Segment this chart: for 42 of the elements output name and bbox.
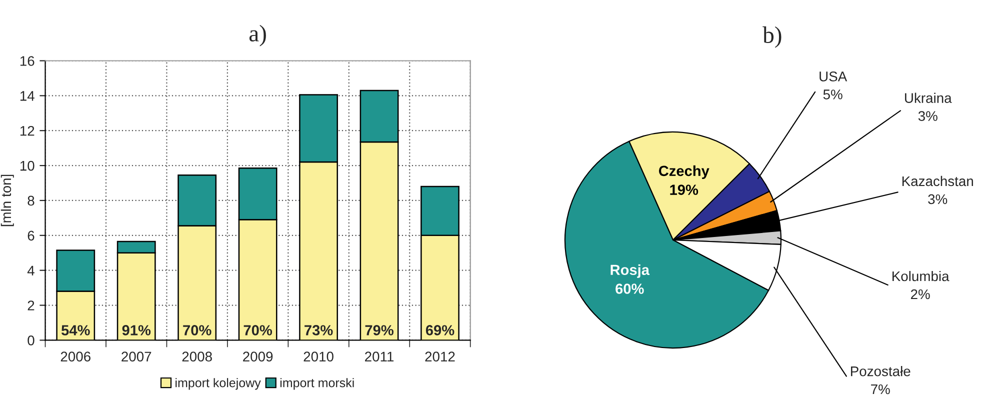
data-label: 3% — [928, 194, 948, 204]
y-tick-label: 2 — [28, 300, 34, 310]
data-label: 19% — [670, 184, 698, 195]
chart-title: b) — [762, 26, 782, 48]
legend-label: import kolejowy — [176, 378, 261, 390]
annotation: 69% — [426, 325, 454, 336]
y-tick-label: 10 — [20, 160, 34, 171]
y-tick-label: 6 — [28, 230, 34, 241]
slice-label: USA — [820, 72, 848, 82]
data-label: 60% — [616, 284, 644, 294]
y-tick-label: 0 — [28, 336, 34, 346]
y-tick-label: 4 — [27, 266, 34, 276]
slice-label: Ukraina — [905, 92, 952, 103]
chart-title: a) — [249, 24, 266, 46]
x-tick-label: 2010 — [304, 352, 334, 362]
data-label: 3% — [918, 111, 938, 121]
x-tick-label: 2007 — [122, 352, 152, 362]
data-label: 7% — [871, 384, 890, 394]
x-tick-label: 2012 — [425, 352, 455, 362]
y-axis-title: [mln ton] — [0, 174, 14, 226]
slice-label: Czechy — [658, 165, 710, 179]
y-tick-label: 8 — [28, 196, 34, 206]
legend-label: import morski — [280, 378, 354, 390]
data-label: 5% — [823, 90, 842, 100]
x-tick-label: 2009 — [243, 352, 273, 362]
annotation: 54% — [61, 325, 90, 336]
data-label: 2% — [910, 289, 930, 300]
annotation: 73% — [304, 325, 333, 336]
annotation: 70% — [183, 325, 212, 336]
slice-label: Pozostałe — [851, 366, 910, 376]
annotation: 70% — [244, 325, 272, 336]
x-tick-label: 2008 — [182, 352, 212, 362]
y-tick-label: 12 — [20, 126, 34, 136]
slice-label: Kazachstan — [902, 176, 973, 186]
x-tick-label: 2011 — [365, 352, 394, 362]
annotation: 79% — [365, 325, 394, 336]
slice-label: Rosja — [610, 264, 650, 278]
y-tick-label: 16 — [20, 56, 34, 66]
y-tick-label: 14 — [20, 91, 34, 101]
slice-label: Kolumbia — [892, 270, 950, 282]
x-tick-label: 2006 — [60, 352, 90, 362]
annotation: 91% — [122, 325, 151, 336]
